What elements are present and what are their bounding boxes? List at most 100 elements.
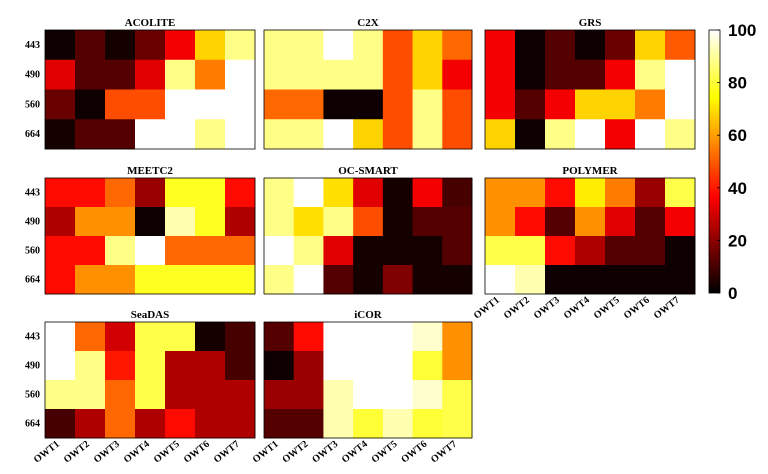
heatmap-cell (665, 89, 696, 120)
panel-title: iCOR (354, 309, 383, 321)
heatmap-cell (545, 236, 576, 266)
heatmap-cell (264, 89, 295, 120)
heatmap-cell (323, 119, 354, 150)
colorbar: 0 20 40 60 80 100 (708, 21, 756, 303)
x-tick-label: OWT6 (622, 295, 652, 322)
heatmap-cell (412, 409, 443, 439)
heatmap-cell (353, 409, 384, 439)
heatmap-cell (575, 89, 606, 120)
heatmap-cell (135, 265, 166, 295)
heatmap-cell (165, 265, 196, 295)
colorbar-tick-label: 100 (728, 21, 756, 40)
heatmap-cell (165, 178, 196, 208)
heatmap-cell (264, 236, 295, 266)
heatmap-cell (75, 322, 106, 352)
panel-meetc2: MEETC2 443 490 560 664 (25, 165, 256, 295)
heatmap-cell (165, 207, 196, 237)
heatmap-cell (293, 380, 324, 410)
panel-frame (44, 321, 256, 439)
heatmap-cell (485, 30, 516, 61)
heatmap-cell (442, 207, 473, 237)
heatmap-cell (353, 30, 384, 61)
y-tick-label: 490 (25, 217, 40, 228)
heatmap-cell (382, 380, 413, 410)
heatmap-cell (605, 30, 636, 61)
heatmap-cell (105, 322, 136, 352)
panel-c2x: C2X (263, 17, 473, 150)
heatmap-cell (105, 265, 136, 295)
heatmap-cell (225, 351, 256, 381)
heatmap-cell (353, 351, 384, 381)
panel-title: ACOLITE (125, 17, 176, 29)
heatmap-cell (353, 236, 384, 266)
heatmap-cell (353, 178, 384, 208)
heatmap-cell (353, 207, 384, 237)
heatmap-cell (412, 322, 443, 352)
heatmap-cell (75, 380, 106, 410)
heatmap-cell (264, 265, 295, 295)
heatmap-cell (105, 119, 136, 150)
heatmap-cell (665, 119, 696, 150)
colorbar-tick-label: 80 (728, 74, 747, 93)
x-tick-label: OWT2 (502, 295, 532, 322)
heatmap-cell (442, 265, 473, 295)
heatmap-cell (545, 30, 576, 61)
heatmap-cell (382, 207, 413, 237)
heatmap-cell (353, 59, 384, 90)
panel-frame (263, 177, 473, 295)
x-tick-label: OWT2 (280, 439, 310, 466)
heatmap-cell (165, 59, 196, 90)
panel-title: MEETC2 (127, 165, 173, 177)
heatmap-cell (635, 119, 666, 150)
heatmap-cell (75, 89, 106, 120)
panel-frame (484, 177, 696, 295)
heatmap-cell (165, 30, 196, 61)
heatmap-cell (635, 89, 666, 120)
heatmap-cell (545, 207, 576, 237)
heatmap-cell (293, 30, 324, 61)
x-tick-label: OWT5 (370, 439, 400, 466)
heatmap-cell (293, 322, 324, 352)
heatmap-cell (412, 236, 443, 266)
heatmap-cell (442, 409, 473, 439)
panel-grs: GRS (484, 17, 696, 150)
heatmap-cell (264, 409, 295, 439)
heatmap-cell (323, 380, 354, 410)
colorbar-tick-label: 60 (728, 126, 747, 145)
heatmap-cell (135, 59, 166, 90)
heatmap-cell (135, 207, 166, 237)
heatmap-cell (635, 30, 666, 61)
heatmap-cell (135, 236, 166, 266)
heatmap-cell (75, 30, 106, 61)
heatmap-cell (382, 409, 413, 439)
heatmap-cell (45, 380, 76, 410)
heatmap-cell (485, 265, 516, 295)
y-tick-label: 664 (25, 419, 40, 430)
x-tick-label: OWT4 (562, 295, 592, 322)
heatmap-cell (45, 178, 76, 208)
heatmap-cell (412, 119, 443, 150)
heatmap-cell (264, 322, 295, 352)
y-tick-label: 490 (25, 361, 40, 372)
heatmap-cell (45, 351, 76, 381)
panel-title: SeaDAS (131, 309, 170, 321)
heatmap-cell (195, 207, 226, 237)
y-tick-label: 443 (25, 40, 40, 51)
heatmap-cell (323, 351, 354, 381)
x-tick-label: OWT6 (399, 439, 429, 466)
heatmap-cell (195, 409, 226, 439)
heatmap-cell (485, 119, 516, 150)
heatmap-cell (485, 89, 516, 120)
heatmap-cell (605, 89, 636, 120)
heatmap-cell (45, 409, 76, 439)
heatmap-cell (515, 178, 546, 208)
heatmap-cell (165, 89, 196, 120)
heatmap-cell (665, 265, 696, 295)
heatmap-cell (264, 351, 295, 381)
heatmap-cell (382, 265, 413, 295)
heatmap-cell (545, 89, 576, 120)
heatmap-cell (45, 236, 76, 266)
heatmap-cell (225, 89, 256, 120)
heatmap-cell (382, 178, 413, 208)
